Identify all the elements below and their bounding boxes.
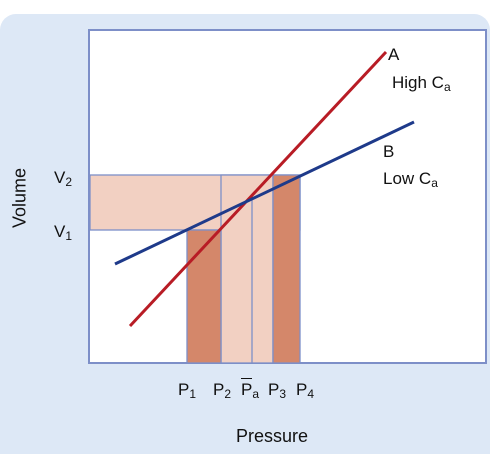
tick-p1: P1 xyxy=(178,380,197,401)
tick-v1: V1 xyxy=(54,222,73,243)
tick-v2: V2 xyxy=(54,168,73,189)
x-axis-title: Pressure xyxy=(236,426,309,446)
line-b xyxy=(114,120,415,266)
line-a-letter: A xyxy=(388,45,400,64)
line-b-letter: B xyxy=(383,142,395,161)
y-axis-title: Volume xyxy=(9,167,30,229)
pressure-range-dark-low xyxy=(186,229,222,364)
tick-p2: P2 xyxy=(213,380,232,401)
tick-pa: Pa xyxy=(241,378,260,401)
line-a-caption: High Ca xyxy=(392,73,451,94)
line-a xyxy=(128,50,388,328)
tick-p4: P4 xyxy=(296,380,315,401)
pressure-range-dark-high xyxy=(272,174,301,364)
pressure-range-light xyxy=(220,174,274,364)
line-b-caption: Low Ca xyxy=(383,169,438,190)
tick-p3: P3 xyxy=(268,380,287,401)
